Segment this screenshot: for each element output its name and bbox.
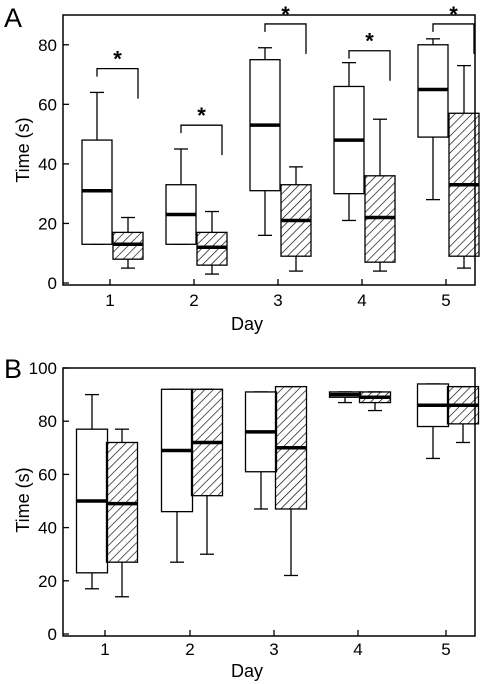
panel-a-y-tick-label: 80 <box>38 36 57 55</box>
panel-a-significance-bracket <box>432 23 475 54</box>
panel-a-y-tick-label: 20 <box>38 214 57 233</box>
panel-a-y-tick-label: 0 <box>48 274 57 293</box>
panel-a-significance-star: * <box>449 2 458 27</box>
panel-b-x-tick-label: 4 <box>353 640 362 659</box>
panel-a-x-tick-label: 2 <box>189 291 198 310</box>
panel-a-marks: 0 20 40 60 80 1 2 3 4 5 * * * * * <box>38 2 480 310</box>
panel-b-y-tick-label: 0 <box>48 625 57 644</box>
panel-b-marks: 0 20 40 60 80 100 1 2 3 4 5 <box>29 359 480 659</box>
panel-b-x-tick-label: 5 <box>441 640 450 659</box>
panel-a-x-axis-label: Day <box>231 314 263 334</box>
panel-a: A Day Time (s) 0 20 40 60 80 1 2 3 4 5 * * * * * <box>4 2 480 334</box>
panel-a-y-tick-label: 40 <box>38 155 57 174</box>
panel-a-letter: A <box>4 3 22 33</box>
panel-a-significance-star: * <box>281 2 290 27</box>
panel-a-significance-bracket <box>264 23 307 54</box>
panel-b-letter: B <box>4 354 22 384</box>
panel-a-x-tick-label: 5 <box>441 291 450 310</box>
panel-a-significance-star: * <box>365 29 374 54</box>
panel-a-x-tick-label: 4 <box>357 291 366 310</box>
panel-a-significance-bracket <box>96 67 139 99</box>
panel-a-x-tick-label: 3 <box>273 291 282 310</box>
panel-b-x-tick-label: 2 <box>185 640 194 659</box>
panel-b-y-axis-label: Time (s) <box>13 467 33 532</box>
panel-a-y-tick-label: 60 <box>38 95 57 114</box>
panel-b-y-tick-label: 100 <box>29 359 57 378</box>
panel-a-significance-star: * <box>113 47 122 72</box>
panel-a-y-axis-label: Time (s) <box>13 117 33 182</box>
panel-b-x-tick-label: 1 <box>100 640 109 659</box>
panel-b-y-tick-label: 40 <box>38 519 57 538</box>
panel-a-significance-bracket <box>180 124 223 156</box>
panel-b-y-tick-label: 80 <box>38 412 57 431</box>
panel-a-significance-bracket <box>348 50 391 81</box>
panel-a-x-tick-label: 1 <box>105 291 114 310</box>
panel-b-x-axis-label: Day <box>231 661 263 681</box>
panel-b-y-tick-label: 60 <box>38 465 57 484</box>
panel-a-significance-star: * <box>197 103 206 128</box>
panel-b: B Day Time (s) 0 20 40 60 80 100 1 2 3 4 5 <box>4 354 480 681</box>
panel-b-plot-frame <box>62 367 476 637</box>
panel-b-x-tick-label: 3 <box>269 640 278 659</box>
panel-b-y-tick-label: 20 <box>38 572 57 591</box>
